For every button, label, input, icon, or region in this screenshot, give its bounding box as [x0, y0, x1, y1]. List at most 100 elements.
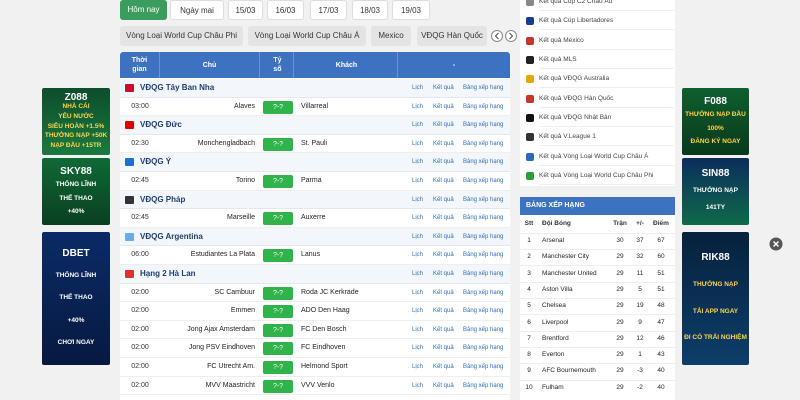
away-team[interactable]: Parma: [301, 177, 322, 184]
league-name[interactable]: VĐQG Tây Ban Nha: [140, 83, 215, 92]
match-link[interactable]: Lịch: [412, 159, 424, 166]
result-link[interactable]: Kết quả Vòng Loại World Cup Châu Á: [539, 148, 674, 166]
match-link[interactable]: Lịch: [412, 252, 424, 259]
result-link[interactable]: Kết quả VĐQG Hàn Quốc: [539, 90, 674, 108]
match-score[interactable]: ?-?: [263, 305, 293, 319]
match-link[interactable]: Kết quả: [433, 345, 454, 352]
home-team[interactable]: Monchengladbach: [197, 139, 255, 147]
league-name[interactable]: Hạng 2 Hà Lan: [140, 269, 196, 278]
team-name[interactable]: Fulham: [542, 383, 564, 391]
match-link[interactable]: Bảng xếp hạng: [463, 326, 504, 333]
match-link[interactable]: Lịch: [412, 103, 424, 110]
match-link[interactable]: Kết quả: [433, 159, 454, 166]
ad-banner[interactable]: Z088 NHÀ CÁI YÊU NƯỚC SIÊU HOÀN +1.5% THƯỞNG…: [42, 88, 110, 155]
match-link[interactable]: Bảng xếp hạng: [463, 140, 504, 147]
match-link[interactable]: Bảng xếp hạng: [463, 252, 504, 259]
match-link[interactable]: Kết quả: [433, 382, 454, 389]
team-name[interactable]: Chelsea: [542, 302, 566, 310]
match-link[interactable]: Kết quả: [433, 196, 454, 203]
home-team[interactable]: Alaves: [233, 102, 255, 110]
match-link[interactable]: Lịch: [412, 196, 424, 203]
team-name[interactable]: Brentford: [542, 334, 569, 342]
match-link[interactable]: Lịch: [412, 345, 424, 352]
match-link[interactable]: Bảng xếp hạng: [463, 364, 504, 370]
match-link[interactable]: Lịch: [412, 140, 424, 147]
date-tab[interactable]: 17/03: [310, 0, 347, 20]
home-team[interactable]: FC Utrecht Am.: [207, 363, 255, 370]
match-score[interactable]: ?-?: [263, 175, 293, 188]
match-link[interactable]: Kết quả: [433, 215, 454, 222]
league-filter[interactable]: VĐQG Hàn Quốc: [417, 26, 487, 46]
league-name[interactable]: VĐQG Argentina: [140, 231, 203, 241]
match-link[interactable]: Kết quả: [433, 103, 454, 110]
result-link[interactable]: Kết quả Cúp C2 Châu Âu: [539, 0, 674, 11]
match-link[interactable]: Kết quả: [433, 233, 454, 240]
away-team[interactable]: VVV Venlo: [301, 381, 335, 389]
ad-banner[interactable]: SKY88 THỐNG LĨNH THỂ THAO +40%: [42, 158, 110, 225]
match-link[interactable]: Kết quả: [433, 289, 454, 296]
date-tab[interactable]: 16/03: [267, 0, 304, 20]
team-name[interactable]: Manchester United: [542, 269, 597, 277]
league-filter[interactable]: Vòng Loại World Cup Châu Phi: [120, 26, 243, 46]
result-link[interactable]: Kết quả Vòng Loại World Cup Châu Phi: [539, 167, 674, 186]
home-team[interactable]: Jong Ajax Amsterdam: [187, 325, 255, 333]
match-link[interactable]: Bảng xếp hạng: [463, 271, 504, 277]
match-link[interactable]: Bảng xếp hạng: [463, 178, 504, 184]
away-team[interactable]: Villarreal: [301, 102, 329, 110]
match-link[interactable]: Lịch: [412, 215, 424, 222]
match-link[interactable]: Bảng xếp hạng: [463, 308, 504, 315]
match-link[interactable]: Lịch: [412, 122, 424, 129]
league-name[interactable]: VĐQG Pháp: [140, 194, 186, 204]
match-score[interactable]: ?-?: [263, 361, 293, 374]
away-team[interactable]: Roda JC Kerkrade: [301, 288, 359, 296]
team-name[interactable]: Arsenal: [542, 237, 565, 244]
match-score[interactable]: ?-?: [263, 342, 293, 356]
match-score[interactable]: ?-?: [263, 100, 293, 114]
date-tab[interactable]: Ngày mai: [170, 0, 224, 20]
match-link[interactable]: Kết quả: [433, 85, 454, 91]
match-link[interactable]: Bảng xếp hạng: [463, 345, 504, 352]
match-score[interactable]: ?-?: [263, 286, 293, 300]
ad-banner[interactable]: RIK88 THƯỞNG NẠP TẢI APP NGAY ĐI CÓ TRẢI NG…: [682, 232, 749, 365]
result-link[interactable]: Kết quả VĐQG Nhật Bản: [539, 109, 674, 128]
result-link[interactable]: Kết quả VĐQG Australia: [539, 70, 674, 89]
match-link[interactable]: Kết quả: [433, 122, 454, 129]
date-tab[interactable]: 15/03: [228, 0, 263, 20]
team-name[interactable]: Aston Villa: [542, 285, 573, 293]
date-tab[interactable]: 19/03: [392, 0, 430, 20]
league-filter[interactable]: Vòng Loại World Cup Châu Á: [248, 26, 366, 46]
team-name[interactable]: Manchester City: [542, 253, 589, 261]
match-score[interactable]: ?-?: [263, 249, 293, 263]
away-team[interactable]: FC Eindhoven: [301, 344, 346, 352]
match-score[interactable]: ?-?: [263, 323, 293, 337]
ad-banner[interactable]: DBET THỐNG LĨNH THỂ THAO +40% CHƠI NGAY: [42, 232, 110, 365]
filter-arrows[interactable]: [490, 29, 520, 43]
ad-banner[interactable]: SIN88 THƯỞNG NẠP 141TY: [682, 158, 749, 225]
match-link[interactable]: Kết quả: [433, 308, 454, 315]
match-link[interactable]: Bảng xếp hạng: [463, 233, 504, 240]
away-team[interactable]: Helmond Sport: [301, 363, 348, 370]
match-link[interactable]: Bảng xếp hạng: [463, 122, 504, 129]
match-link[interactable]: Kết quả: [433, 140, 454, 147]
team-name[interactable]: Liverpool: [542, 318, 569, 326]
home-team[interactable]: Jong PSV Eindhoven: [188, 344, 255, 352]
home-team[interactable]: Emmen: [230, 307, 255, 315]
result-link[interactable]: Kết quả Cúp Libertadores: [539, 12, 674, 31]
league-name[interactable]: VĐQG Ý: [140, 157, 172, 167]
away-team[interactable]: ADO Den Haag: [301, 307, 350, 315]
home-team[interactable]: Marseille: [226, 214, 255, 222]
match-link[interactable]: Lịch: [412, 364, 424, 370]
home-team[interactable]: Torino: [235, 177, 255, 184]
date-tab[interactable]: 18/03: [352, 0, 388, 20]
home-team[interactable]: SC Cambuur: [214, 288, 255, 296]
match-link[interactable]: Lịch: [412, 178, 424, 184]
match-link[interactable]: Bảng xếp hạng: [463, 196, 504, 203]
result-link[interactable]: Kết quả V.League 1: [539, 128, 674, 147]
match-link[interactable]: Bảng xếp hạng: [463, 85, 504, 91]
home-team[interactable]: Estudiantes La Plata: [190, 251, 255, 259]
match-link[interactable]: Lịch: [412, 233, 424, 240]
match-link[interactable]: Bảng xếp hạng: [463, 103, 504, 110]
match-link[interactable]: Kết quả: [433, 271, 454, 277]
match-link[interactable]: Kết quả: [433, 252, 454, 259]
match-score[interactable]: ?-?: [263, 137, 293, 151]
